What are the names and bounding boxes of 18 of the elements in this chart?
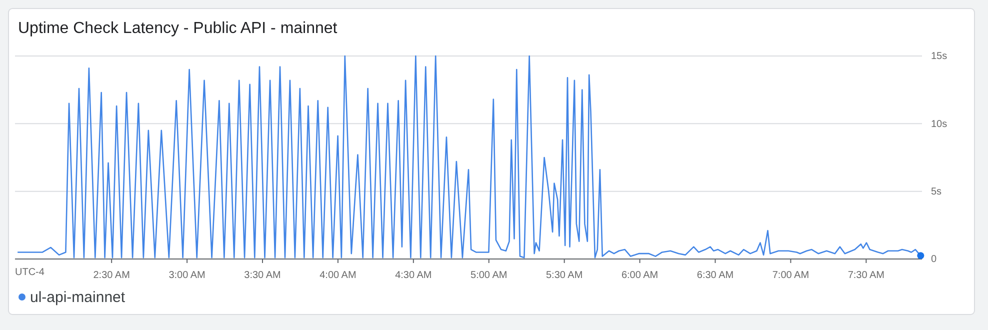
y-tick-label: 5s [931,186,942,198]
x-tick-label: 2:30 AM [93,270,130,281]
text: UTC-4 [15,267,45,278]
x-tick-label: 5:00 AM [470,270,508,281]
chart-title: Uptime Check Latency - Public API - mainnet [18,20,338,37]
x-tick-label: 7:30 AM [848,270,885,281]
y-tick-label: 0 [931,254,937,266]
x-tick-label: 6:00 AM [621,270,658,281]
y-tick-label: 10s [931,118,948,130]
x-tick-label: 4:00 AM [320,270,356,281]
x-tick-label: 3:00 AM [168,270,206,281]
x-tick-label: 6:30 AM [696,270,734,281]
x-tick-label: 4:30 AM [395,270,432,281]
y-tick-label: 15s [931,51,948,62]
x-tick-label: 5:30 AM [546,270,583,281]
x-tick-label: 7:00 AM [772,270,810,281]
x-tick-label: 3:30 AM [244,270,281,281]
legend-label: ul-api-mainnet [30,289,126,306]
